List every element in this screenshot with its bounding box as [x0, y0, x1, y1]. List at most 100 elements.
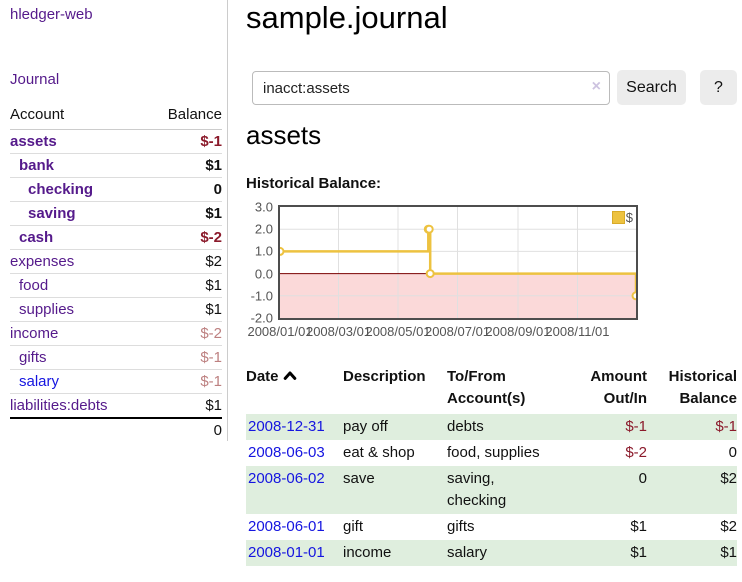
accounts-cell: gifts [447, 518, 475, 535]
sidebar-item-journal[interactable]: Journal [10, 71, 60, 88]
sidebar-account-checking[interactable]: checking [28, 181, 94, 198]
register-header-accounts: To/From Account(s) [447, 368, 526, 407]
sidebar-account-liabilities-debts[interactable]: liabilities:debts [10, 397, 108, 414]
account-balance: $1 [150, 153, 222, 178]
transaction-date-link[interactable]: 2008-06-03 [248, 444, 325, 461]
date-cell[interactable]: 2008-06-03 [246, 440, 343, 466]
balance-chart[interactable]: 3.0 2.0 1.0 0.0 -1.0 -2.0 $ 2008/01/01 2008/03… [246, 198, 646, 346]
balance-cell: 0 [728, 444, 737, 461]
date-cell[interactable]: 2008-01-01 [246, 540, 343, 566]
help-button[interactable]: ? [700, 70, 737, 105]
account-row: assets $-1 [10, 129, 222, 154]
account-heading: assets [246, 120, 322, 150]
y-tick-label: 1.0 [254, 243, 273, 259]
sort-ascending-icon [283, 366, 297, 388]
app-title-link[interactable]: hledger-web [10, 6, 93, 23]
register-row: 2008-12-31 pay off debts $-1 $-1 [246, 414, 737, 440]
account-cell[interactable]: food [10, 273, 150, 298]
sidebar-account-bank[interactable]: bank [19, 157, 55, 174]
amount-cell: $-1 [625, 418, 647, 435]
account-cell[interactable]: cash [10, 225, 150, 250]
sidebar-account-food[interactable]: food [19, 277, 49, 294]
register-header-description: Description [343, 368, 426, 385]
amount-cell: $-2 [625, 444, 647, 461]
account-balance: $-1 [150, 369, 222, 394]
date-cell[interactable]: 2008-06-02 [246, 466, 343, 514]
accounts-table: Account Balance assets $-1 bank $1 checking 0… [10, 104, 222, 442]
x-tick-label: 2008/03/01 [305, 324, 372, 339]
account-cell[interactable]: gifts [10, 345, 150, 370]
account-row: income $-2 [10, 321, 222, 346]
account-balance: $1 [150, 273, 222, 298]
sidebar-account-salary[interactable]: salary [19, 373, 60, 390]
account-balance: $-2 [150, 225, 222, 250]
accounts-header-balance: Balance [150, 104, 222, 130]
y-tick-label: 0.0 [254, 266, 273, 282]
sidebar-account-income[interactable]: income [10, 325, 59, 342]
search-button[interactable]: Search [617, 70, 686, 105]
date-cell[interactable]: 2008-06-01 [246, 514, 343, 540]
y-tick-label: -1.0 [250, 288, 273, 304]
account-cell[interactable]: bank [10, 153, 150, 178]
account-row: bank $1 [10, 153, 222, 178]
sidebar-account-expenses[interactable]: expenses [10, 253, 75, 270]
account-cell[interactable]: expenses [10, 249, 150, 274]
account-row: salary $-1 [10, 369, 222, 394]
page-title: sample.journal [246, 0, 448, 35]
account-balance: $-2 [150, 321, 222, 346]
description-cell: pay off [343, 418, 388, 435]
register-table: Date Description To/From Account(s) Amou… [246, 360, 737, 566]
description-cell: eat & shop [343, 444, 415, 461]
account-cell[interactable]: checking [10, 177, 150, 202]
register-header-amount: Amount Out/In [590, 368, 647, 407]
register-header-balance: Historical Balance [668, 368, 737, 407]
register-row: 2008-06-01 gift gifts $1 $2 [246, 514, 737, 540]
amount-cell: $1 [630, 544, 647, 561]
account-balance: 0 [150, 177, 222, 202]
balance-cell: $1 [720, 544, 737, 561]
chart-title: Historical Balance: [246, 175, 382, 192]
sidebar: hledger-web Journal Account Balance asse… [0, 0, 227, 442]
transaction-date-link[interactable]: 2008-01-01 [248, 544, 325, 561]
date-cell[interactable]: 2008-12-31 [246, 414, 343, 440]
description-cell: income [343, 544, 392, 561]
account-row: cash $-2 [10, 225, 222, 250]
account-row: liabilities:debts $1 [10, 393, 222, 419]
y-tick-label: 2.0 [254, 221, 273, 237]
accounts-total: 0 [150, 417, 222, 442]
sidebar-account-saving[interactable]: saving [28, 205, 76, 222]
account-cell[interactable]: income [10, 321, 150, 346]
account-row: supplies $1 [10, 297, 222, 322]
balance-cell: $2 [720, 470, 737, 487]
transaction-date-link[interactable]: 2008-06-01 [248, 518, 325, 535]
account-cell[interactable]: supplies [10, 297, 150, 322]
chart-plot-area[interactable]: $ [278, 205, 638, 320]
transaction-date-link[interactable]: 2008-12-31 [248, 418, 325, 435]
register-row: 2008-06-03 eat & shop food, supplies $-2 0 [246, 440, 737, 466]
accounts-header-account: Account [10, 104, 150, 130]
accounts-cell: food, supplies [447, 444, 540, 461]
account-cell[interactable]: salary [10, 369, 150, 394]
account-cell[interactable]: liabilities:debts [10, 393, 150, 419]
sidebar-account-assets[interactable]: assets [10, 133, 57, 150]
register-row: 2008-01-01 income salary $1 $1 [246, 540, 737, 566]
account-row: saving $1 [10, 201, 222, 226]
chart-legend: $ [611, 210, 633, 225]
accounts-cell: debts [447, 418, 484, 435]
account-row: gifts $-1 [10, 345, 222, 370]
account-row: expenses $2 [10, 249, 222, 274]
search-input[interactable] [252, 71, 610, 105]
sidebar-account-cash[interactable]: cash [19, 229, 54, 246]
y-tick-label: 3.0 [254, 199, 273, 215]
sidebar-account-supplies[interactable]: supplies [19, 301, 75, 318]
transaction-date-link[interactable]: 2008-06-02 [248, 470, 325, 487]
account-balance: $1 [150, 201, 222, 226]
account-cell[interactable]: saving [10, 201, 150, 226]
sidebar-account-gifts[interactable]: gifts [19, 349, 47, 366]
account-cell[interactable]: assets [10, 129, 150, 154]
register-header-row: Date Description To/From Account(s) Amou… [246, 360, 737, 414]
clear-search-icon[interactable]: × [591, 78, 601, 95]
register-header-date[interactable]: Date [246, 360, 343, 414]
account-row: checking 0 [10, 177, 222, 202]
account-balance: $2 [150, 249, 222, 274]
